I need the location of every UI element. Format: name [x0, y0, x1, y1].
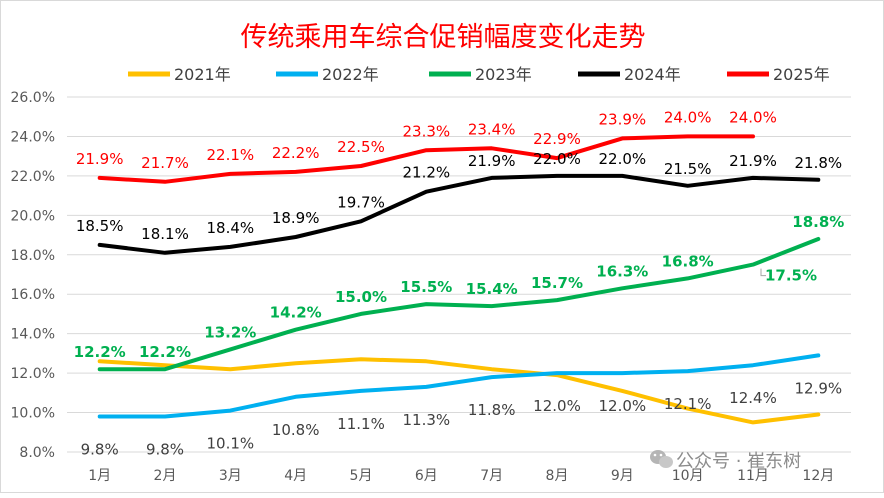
data-label: 22.0%	[599, 150, 647, 168]
data-label: 13.2%	[204, 323, 256, 341]
y-tick-label: 12.0%	[11, 366, 55, 382]
data-label: 21.9%	[729, 152, 777, 170]
legend-label: 2025年	[773, 65, 830, 84]
series-line	[97, 357, 821, 425]
data-label: 14.2%	[270, 304, 322, 322]
data-label: 10.1%	[207, 435, 255, 453]
y-tick-label: 16.0%	[11, 287, 55, 303]
y-tick-label: 18.0%	[11, 248, 55, 264]
data-label: 12.2%	[74, 343, 126, 361]
x-tick-label: 12月	[802, 468, 834, 484]
chart-title: 传统乘用车综合促销幅度变化走势	[241, 22, 646, 53]
data-label: 15.4%	[466, 280, 518, 298]
data-label: 18.4%	[207, 219, 255, 237]
data-label: 22.1%	[207, 146, 255, 164]
x-axis: 1月 2月 3月 4月 5月 6月 7月 8月 9月 10月 11月 12月	[88, 468, 834, 484]
data-label: 24.0%	[729, 108, 777, 126]
legend-label: 2022年	[322, 65, 379, 84]
data-label: 15.5%	[400, 278, 452, 296]
legend-item: 2024年	[578, 65, 681, 84]
series-line	[97, 134, 755, 184]
y-axis: 8.0% 10.0% 12.0% 14.0% 16.0% 18.0% 20.0% 22.0% 2…	[11, 90, 55, 461]
leader-line	[760, 268, 766, 277]
x-tick-label: 10月	[672, 468, 704, 484]
data-label: 18.9%	[272, 209, 320, 227]
y-tick-label: 22.0%	[11, 169, 55, 185]
legend-item: 2025年	[727, 65, 830, 84]
data-label: 22.5%	[337, 138, 385, 156]
data-label: 21.9%	[468, 152, 516, 170]
y-tick-label: 10.0%	[11, 406, 55, 422]
y-tick-label: 26.0%	[11, 90, 55, 106]
x-tick-label: 6月	[415, 468, 438, 484]
data-label: 9.8%	[146, 441, 184, 459]
series-line	[97, 237, 821, 372]
data-label: 12.0%	[533, 397, 581, 415]
legend-label: 2023年	[475, 65, 532, 84]
data-label: 24.0%	[664, 108, 712, 126]
data-label: 12.2%	[139, 343, 191, 361]
data-label: 12.4%	[729, 389, 777, 407]
x-tick-label: 8月	[546, 468, 569, 484]
data-label: 21.5%	[664, 160, 712, 178]
data-label: 12.0%	[599, 397, 647, 415]
data-label: 18.5%	[76, 217, 124, 235]
x-tick-label: 7月	[480, 468, 503, 484]
x-tick-label: 3月	[219, 468, 242, 484]
series-lines	[97, 134, 821, 425]
legend-item: 2021年	[128, 65, 231, 84]
x-tick-label: 1月	[88, 468, 111, 484]
data-label: 18.1%	[141, 225, 189, 243]
data-label: 10.8%	[272, 421, 320, 439]
data-label: 11.8%	[468, 401, 516, 419]
y-tick-label: 20.0%	[11, 208, 55, 224]
data-label: 9.8%	[81, 441, 119, 459]
data-label: 22.0%	[533, 150, 581, 168]
x-tick-label: 11月	[737, 468, 769, 484]
legend-label: 2021年	[174, 65, 231, 84]
series-line	[97, 353, 821, 419]
data-label: 18.8%	[792, 213, 844, 231]
x-tick-label: 5月	[350, 468, 373, 484]
watermark: 公众号 · 崔东树	[650, 450, 801, 472]
data-label: 23.3%	[403, 122, 451, 140]
data-label: 21.9%	[76, 150, 124, 168]
data-labels: 9.8% 9.8% 10.1% 10.8% 11.1% 11.3% 11.8% 12.0% 12…	[74, 108, 845, 458]
data-label: 22.2%	[272, 144, 320, 162]
legend-item: 2022年	[276, 65, 379, 84]
x-tick-label: 2月	[154, 468, 177, 484]
data-label: 16.8%	[662, 252, 714, 270]
watermark-text: 公众号 · 崔东树	[676, 451, 801, 472]
data-label: 21.7%	[141, 154, 189, 172]
x-tick-label: 4月	[284, 468, 307, 484]
data-label: 16.3%	[596, 262, 648, 280]
data-label: 17.5%	[765, 267, 817, 285]
y-tick-label: 24.0%	[11, 129, 55, 145]
data-label: 21.2%	[403, 164, 451, 182]
data-label: 15.7%	[531, 274, 583, 292]
data-label: 12.9%	[795, 379, 843, 397]
data-label: 23.4%	[468, 120, 516, 138]
legend: 2021年 2022年 2023年 2024年 2025年	[128, 65, 830, 84]
y-tick-label: 8.0%	[19, 445, 55, 461]
legend-label: 2024年	[624, 65, 681, 84]
legend-item: 2023年	[429, 65, 532, 84]
x-tick-label: 9月	[611, 468, 634, 484]
wechat-icon	[650, 450, 673, 468]
series-line	[97, 173, 821, 255]
data-label: 19.7%	[337, 193, 385, 211]
data-label: 21.8%	[795, 154, 843, 172]
data-label: 11.1%	[337, 415, 385, 433]
y-tick-label: 14.0%	[11, 327, 55, 343]
data-label: 11.3%	[403, 411, 451, 429]
data-label: 12.1%	[664, 395, 712, 413]
data-label: 22.9%	[533, 130, 581, 148]
data-label: 15.0%	[335, 288, 387, 306]
data-label: 23.9%	[599, 110, 647, 128]
